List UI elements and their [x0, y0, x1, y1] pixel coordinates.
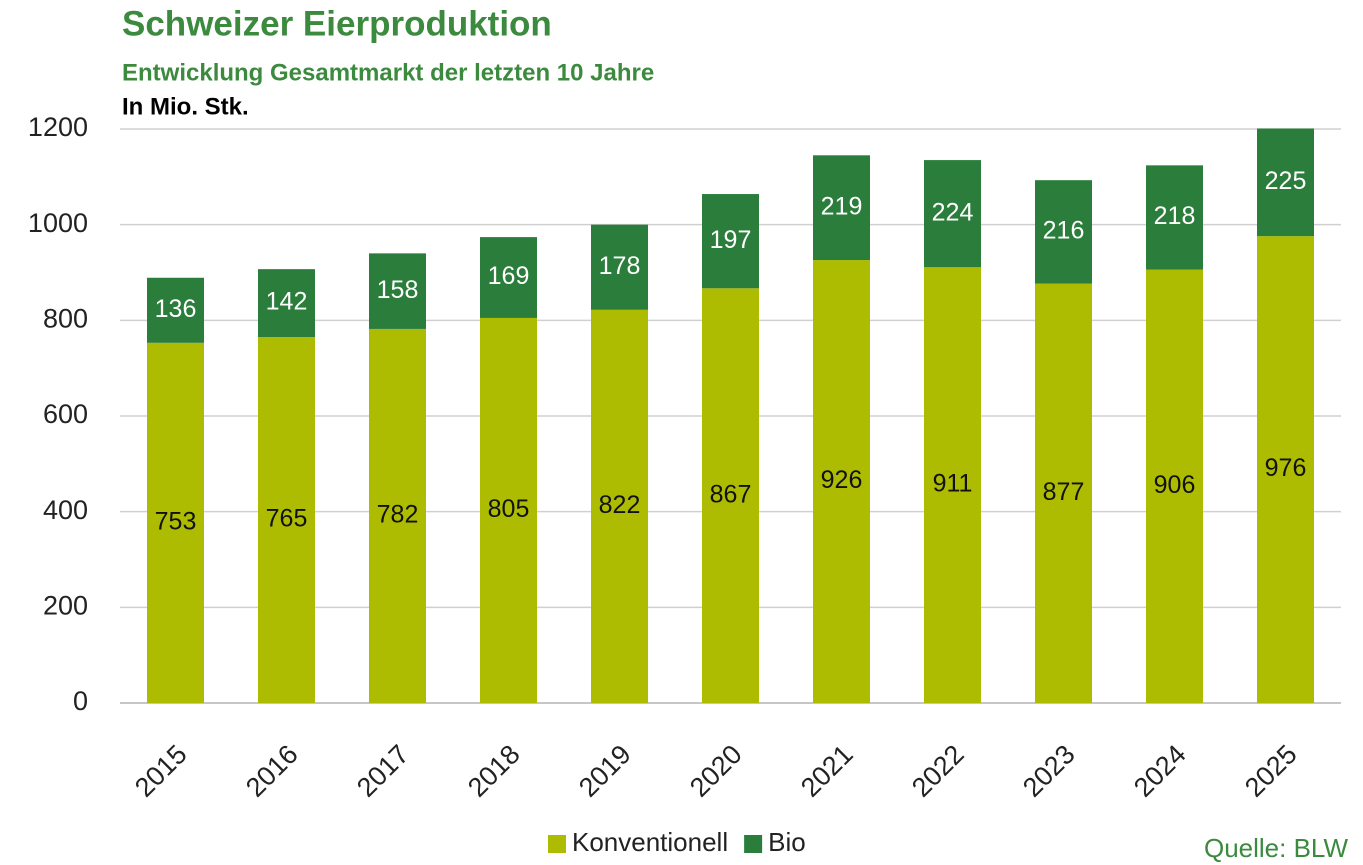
- data-label: 877: [1043, 478, 1085, 506]
- data-label: 197: [710, 226, 752, 254]
- bar-segment: [1257, 128, 1314, 237]
- data-label: 805: [488, 495, 530, 523]
- bar-segment: [147, 342, 204, 703]
- legend-label: Konventionell: [572, 827, 728, 857]
- bar-segment: [591, 309, 648, 703]
- data-label: 926: [821, 466, 863, 494]
- data-label: 219: [821, 192, 863, 220]
- data-label: 782: [377, 501, 419, 529]
- legend-label: Bio: [768, 827, 806, 857]
- x-tick-label: 2021: [795, 739, 859, 803]
- data-label: 224: [932, 198, 974, 226]
- bar-segment: [702, 194, 759, 289]
- bar-segment: [702, 288, 759, 703]
- x-tick-label: 2024: [1128, 739, 1192, 803]
- bar-segment: [1146, 269, 1203, 703]
- unit-label: In Mio. Stk.: [122, 93, 249, 120]
- x-tick-label: 2019: [573, 739, 637, 803]
- y-tick-label: 400: [43, 495, 88, 525]
- x-tick-label: 2025: [1239, 739, 1303, 803]
- bar-segment: [924, 267, 981, 703]
- chart-subtitle: Entwicklung Gesamtmarkt der letzten 10 J…: [122, 59, 654, 86]
- bar-segment: [1035, 180, 1092, 284]
- bar-segment: [813, 155, 870, 261]
- bar-segment: [591, 224, 648, 310]
- data-label: 136: [155, 295, 197, 323]
- x-tick-label: 2022: [906, 739, 970, 803]
- data-label: 142: [266, 288, 308, 316]
- data-label: 867: [710, 480, 752, 508]
- data-label: 976: [1265, 454, 1307, 482]
- bar-segment: [369, 253, 426, 329]
- y-tick-label: 0: [73, 686, 88, 716]
- data-label: 158: [377, 276, 419, 304]
- legend-swatch: [744, 835, 763, 853]
- source: Quelle: BLW: [1204, 833, 1348, 863]
- x-tick-label: 2020: [684, 739, 748, 803]
- bar-segment: [258, 337, 315, 703]
- data-label: 911: [933, 470, 973, 498]
- bar-segment: [480, 237, 537, 318]
- x-tick-label: 2023: [1017, 739, 1081, 803]
- bar-segment: [258, 269, 315, 338]
- data-label: 225: [1265, 167, 1307, 195]
- legend-swatch: [548, 835, 566, 853]
- data-label: 178: [599, 252, 641, 280]
- x-tick-label: 2016: [240, 739, 304, 803]
- data-label: 753: [155, 508, 197, 536]
- chart-title: Schweizer Eierproduktion: [122, 4, 552, 43]
- bar-segment: [1257, 236, 1314, 703]
- bar-segment: [924, 160, 981, 268]
- y-tick-label: 1200: [28, 112, 88, 142]
- bar-segment: [1035, 283, 1092, 703]
- data-label: 218: [1154, 202, 1196, 230]
- data-label: 169: [488, 262, 530, 290]
- data-label: 906: [1154, 471, 1196, 499]
- bar-segment: [813, 260, 870, 703]
- x-tick-label: 2018: [462, 739, 526, 803]
- x-tick-label: 2017: [351, 739, 415, 803]
- bar-segment: [369, 328, 426, 703]
- y-tick-label: 1000: [28, 208, 88, 238]
- bar-segment: [480, 317, 537, 703]
- y-tick-label: 200: [43, 590, 88, 620]
- data-label: 765: [266, 505, 308, 533]
- y-tick-label: 600: [43, 399, 88, 429]
- data-label: 822: [599, 491, 641, 519]
- y-tick-label: 800: [43, 303, 88, 333]
- data-label: 216: [1043, 216, 1085, 244]
- bar-segment: [1146, 165, 1203, 270]
- bar-segment: [147, 277, 204, 343]
- x-tick-label: 2015: [129, 739, 193, 803]
